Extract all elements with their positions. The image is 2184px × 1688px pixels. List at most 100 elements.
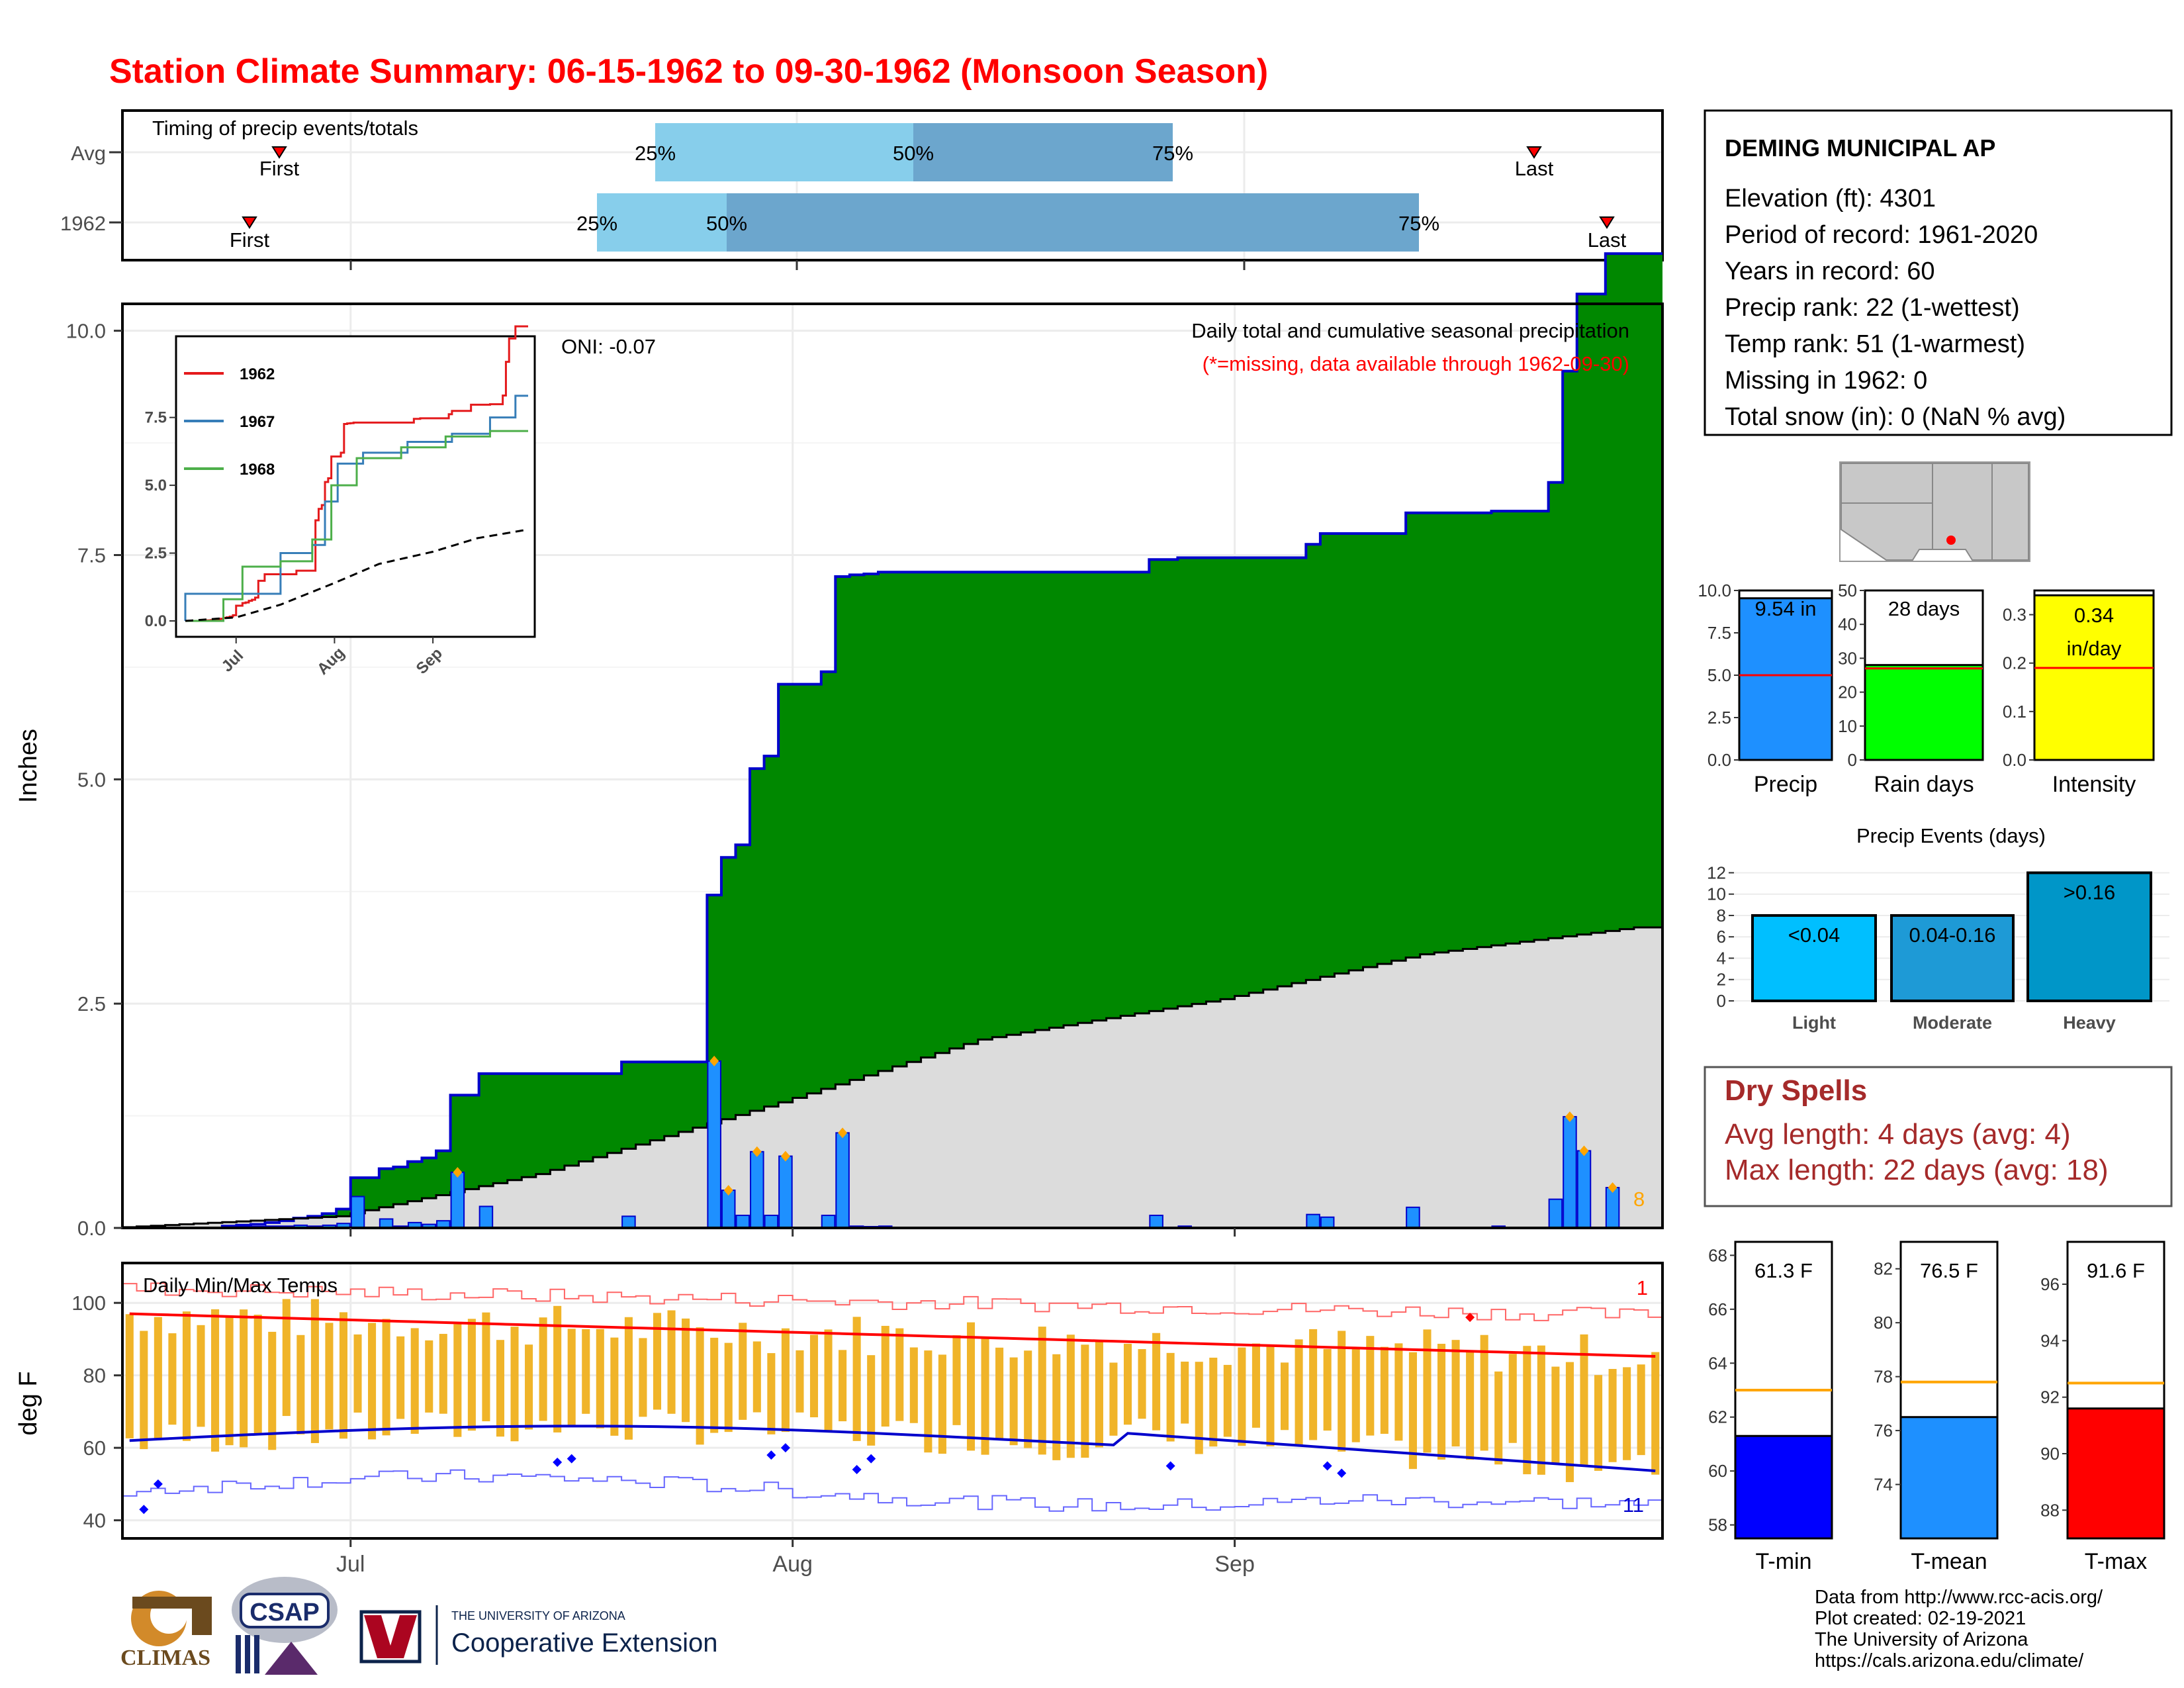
ua-logo: THE UNIVERSITY OF ARIZONA Cooperative Ex… bbox=[359, 1605, 717, 1665]
inset-y-tick-label: 7.5 bbox=[145, 409, 167, 427]
summary-bar-tick-label: 0.0 bbox=[2003, 750, 2026, 770]
daily-temp-bar bbox=[453, 1324, 462, 1437]
daily-precip-bar bbox=[835, 1132, 850, 1229]
timing-1962-75: 75% bbox=[1398, 212, 1439, 235]
daily-temp-bar bbox=[197, 1325, 205, 1427]
daily-temp-bar bbox=[867, 1355, 876, 1446]
inset-y-tick-label: 0.0 bbox=[145, 612, 167, 630]
summary-bar-tick-label: 30 bbox=[1838, 648, 1857, 668]
temp-summary-value: 61.3 F bbox=[1754, 1259, 1813, 1282]
temp-axes: 40 60 80 100 Jul Aug Sep bbox=[71, 1291, 1255, 1577]
avg-low-line bbox=[129, 1425, 1656, 1472]
timing-1962-first-marker bbox=[242, 216, 257, 229]
heavy-event-marker bbox=[838, 1127, 848, 1139]
temp-summary-tick-label: 88 bbox=[2040, 1500, 2060, 1520]
daily-temp-bar bbox=[1251, 1343, 1260, 1428]
daily-precip-bar bbox=[1320, 1216, 1335, 1229]
daily-temp-bar bbox=[339, 1312, 348, 1439]
temp-y-tick-label: 100 bbox=[71, 1291, 106, 1315]
summary-bar-fill bbox=[1738, 597, 1833, 761]
summary-bar-label: Rain days bbox=[1874, 772, 1974, 797]
summary-bar-value: 28 days bbox=[1888, 597, 1960, 620]
temp-y-label: deg F bbox=[15, 1371, 42, 1435]
inset-line-avg bbox=[185, 529, 528, 622]
daily-precip-bar bbox=[450, 1171, 465, 1229]
daily-temp-bar bbox=[909, 1347, 918, 1423]
daily-temp-bar bbox=[140, 1331, 148, 1450]
temp-summary-t-mean: 74 76 78 80 82 76.5 F T-mean bbox=[1874, 1241, 1999, 1574]
temp-summary-tick-label: 96 bbox=[2040, 1274, 2060, 1294]
heavy-event-marker bbox=[723, 1185, 733, 1196]
daily-temp-bar bbox=[182, 1311, 191, 1441]
station-info-box: DEMING MUNICIPAL AP Elevation (ft): 4301… bbox=[1704, 109, 2173, 436]
temp-summary-tick-label: 80 bbox=[1874, 1313, 1893, 1333]
station-line-years: Years in record: 60 bbox=[1725, 258, 1935, 285]
record-markers bbox=[139, 1313, 1475, 1515]
daily-temp-bar bbox=[1338, 1331, 1346, 1452]
daily-precip-bar bbox=[621, 1215, 636, 1229]
daily-temp-bar bbox=[1009, 1357, 1018, 1446]
daily-temp-bar bbox=[1451, 1340, 1460, 1447]
daily-precip-bar bbox=[1576, 1150, 1592, 1229]
temp-summary-tick-label: 60 bbox=[1708, 1461, 1727, 1481]
daily-temp-bar bbox=[1166, 1352, 1175, 1442]
timing-row-avg: Avg bbox=[71, 142, 106, 165]
record-low-marker bbox=[780, 1443, 790, 1453]
daily-temp-bar bbox=[1594, 1375, 1603, 1471]
daily-temp-bar bbox=[1580, 1334, 1588, 1466]
credit-url: https://cals.arizona.edu/climate/ bbox=[1815, 1650, 2084, 1671]
summary-bar-rain-days: 0 10 20 30 40 50 28 days Rain days bbox=[1838, 581, 1984, 797]
temp-summary-value: 76.5 F bbox=[1920, 1259, 1978, 1282]
daily-temp-bar bbox=[881, 1325, 889, 1427]
station-line-missing: Missing in 1962: 0 bbox=[1725, 367, 1927, 395]
events-category-label: Moderate bbox=[1913, 1013, 1992, 1033]
inset-line-1968 bbox=[185, 430, 528, 622]
events-tick-label: 12 bbox=[1707, 863, 1726, 882]
daily-temp-bar bbox=[796, 1350, 804, 1413]
daily-temp-bar bbox=[952, 1335, 961, 1425]
daily-temp-bar bbox=[439, 1334, 447, 1414]
inset-legend: 1962 1967 1968 bbox=[184, 365, 275, 479]
precip-y-label: Inches bbox=[15, 729, 42, 803]
daily-temp-bar bbox=[539, 1317, 547, 1421]
daily-temp-bar bbox=[1109, 1362, 1118, 1436]
summary-bar-tick-label: 20 bbox=[1838, 682, 1857, 702]
timing-1962-bar-light bbox=[597, 193, 727, 252]
daily-temp-bar bbox=[1651, 1352, 1660, 1475]
station-name: DEMING MUNICIPAL AP bbox=[1725, 134, 1995, 162]
timing-avg-50: 50% bbox=[893, 142, 934, 165]
daily-temp-bar bbox=[582, 1329, 590, 1414]
daily-temp-bar bbox=[1608, 1369, 1617, 1462]
daily-temp-bar bbox=[1238, 1347, 1246, 1446]
record-low-marker bbox=[1337, 1468, 1347, 1478]
daily-precip-bar bbox=[821, 1215, 836, 1229]
daily-temp-bar bbox=[1138, 1349, 1146, 1419]
temp-summary-tick-label: 74 bbox=[1874, 1475, 1893, 1495]
temp-summary-tick-label: 62 bbox=[1708, 1407, 1727, 1427]
daily-temp-bar bbox=[1380, 1346, 1388, 1434]
station-location-dot bbox=[1946, 536, 1956, 545]
timing-1962-50: 50% bbox=[706, 212, 747, 235]
events-bar bbox=[1890, 914, 2015, 1003]
daily-temp-bar bbox=[396, 1336, 405, 1419]
temp-summary-tick-label: 58 bbox=[1708, 1515, 1727, 1535]
dry-spells-box: Dry Spells Avg length: 4 days (avg: 4) M… bbox=[1704, 1066, 2173, 1207]
temp-x-tick-label: Aug bbox=[772, 1552, 813, 1577]
daily-temp-bar bbox=[1537, 1345, 1545, 1475]
timing-avg-last-marker bbox=[1526, 146, 1542, 159]
precip-y-tick-label: 10.0 bbox=[66, 320, 106, 343]
temp-y-tick-label: 40 bbox=[83, 1509, 106, 1532]
daily-temp-bar bbox=[1266, 1344, 1275, 1446]
summary-bar-fill bbox=[2033, 594, 2155, 761]
daily-temp-bar bbox=[382, 1319, 390, 1436]
page-title: Station Climate Summary: 06-15-1962 to 0… bbox=[109, 52, 1268, 91]
record-low-marker bbox=[139, 1505, 149, 1515]
temp-y-tick-label: 80 bbox=[83, 1364, 106, 1387]
daily-temp-bar bbox=[1195, 1362, 1203, 1454]
temp-x-tick-label: Jul bbox=[336, 1552, 365, 1577]
daily-temp-bar bbox=[211, 1309, 220, 1452]
daily-temp-bar bbox=[282, 1299, 291, 1417]
daily-temp-bar bbox=[1223, 1364, 1232, 1437]
daily-temp-bars bbox=[125, 1299, 1660, 1482]
temp-summary-t-min: 58 60 62 64 66 68 61.3 F T-min bbox=[1708, 1241, 1833, 1574]
